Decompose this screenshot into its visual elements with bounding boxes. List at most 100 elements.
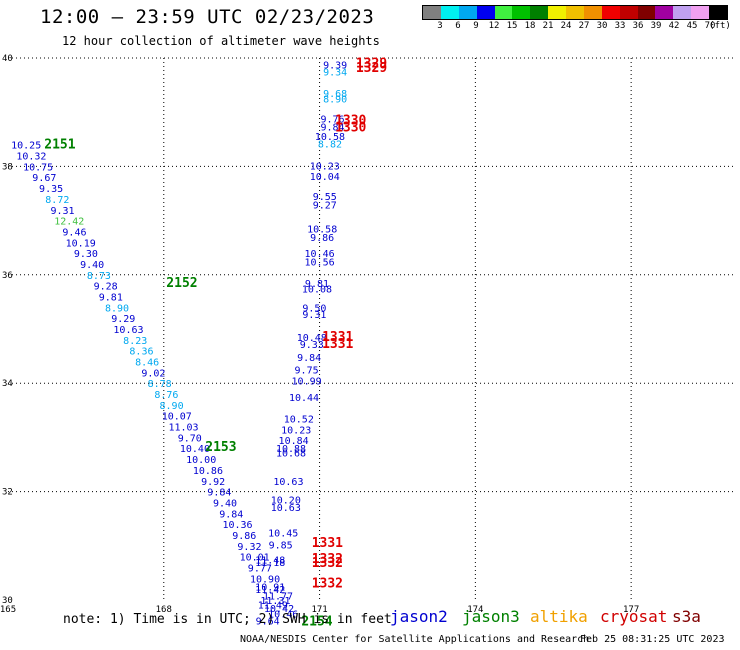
wave-height-label: 10.19 bbox=[66, 238, 96, 249]
wave-height-label: 10.44 bbox=[289, 393, 319, 404]
orbit-label: 1330 bbox=[335, 113, 366, 128]
x-tick-label: 168 bbox=[156, 605, 172, 615]
wave-height-label: 9.84 bbox=[219, 509, 243, 520]
color-scale-label: 12 bbox=[488, 21, 500, 31]
wave-height-label: 9.64 bbox=[256, 617, 280, 628]
wave-height-label: 10.63 bbox=[113, 325, 143, 336]
wave-height-label: 9.86 bbox=[310, 233, 334, 244]
y-tick-label: 32 bbox=[2, 488, 13, 498]
wave-height-label: 9.40 bbox=[80, 260, 104, 271]
chart-subtitle: 12 hour collection of altimeter wave hei… bbox=[62, 34, 380, 48]
wave-height-label: 10.07 bbox=[162, 412, 192, 423]
satellite-legend-s3a: s3a bbox=[672, 607, 701, 626]
generated-timestamp: Feb 25 08:31:25 UTC 2023 bbox=[580, 634, 725, 645]
wave-height-label: 8.90 bbox=[323, 95, 347, 106]
wave-height-label: 10.36 bbox=[222, 520, 252, 531]
wave-height-label: 11.18 bbox=[255, 558, 285, 569]
color-swatch bbox=[566, 6, 584, 19]
y-tick-label: 30 bbox=[2, 596, 13, 606]
orbit-label: 2153 bbox=[205, 440, 236, 455]
wave-height-label: 10.99 bbox=[292, 376, 322, 387]
wave-height-label: 9.30 bbox=[74, 249, 98, 260]
y-tick-label: 34 bbox=[2, 379, 13, 389]
wave-height-label: 10.42 bbox=[264, 604, 294, 615]
wave-height-label: 10.00 bbox=[186, 455, 216, 466]
satellite-legend-jason2: jason2 bbox=[390, 607, 448, 626]
wave-height-label: 10.20 bbox=[271, 496, 301, 507]
y-tick-label: 36 bbox=[2, 271, 13, 281]
wave-height-label: 9.39 bbox=[323, 61, 347, 72]
color-scale-label: 3 bbox=[437, 21, 443, 31]
color-swatch bbox=[709, 6, 727, 19]
wave-height-label: 9.77 bbox=[248, 563, 272, 574]
wave-height-label: 9.85 bbox=[269, 541, 293, 552]
orbit-label: 1332 bbox=[312, 577, 343, 592]
color-scale-bar bbox=[422, 5, 728, 20]
wave-height-label: 8.23 bbox=[123, 336, 147, 347]
orbit-label: 1331 bbox=[322, 337, 353, 352]
wave-height-label: 8.78 bbox=[148, 379, 172, 390]
wave-height-label: 8.73 bbox=[87, 271, 111, 282]
color-scale-label: 36 bbox=[632, 21, 644, 31]
wave-height-label: 9.55 bbox=[313, 192, 337, 203]
wave-height-label: 9.84 bbox=[207, 488, 231, 499]
x-tick-label: 174 bbox=[467, 605, 483, 615]
color-scale-label: 70 bbox=[704, 21, 716, 31]
wave-height-label: 11.77 bbox=[263, 592, 293, 603]
orbit-label: 1331 bbox=[322, 330, 353, 345]
color-swatch bbox=[601, 6, 620, 19]
wave-height-label: 9.67 bbox=[32, 173, 56, 184]
wave-height-label: 10.91 bbox=[255, 582, 285, 593]
color-swatch bbox=[548, 6, 566, 19]
wave-height-label: 9.68 bbox=[323, 89, 347, 100]
wave-height-label: 9.02 bbox=[141, 368, 165, 379]
color-scale-label: 9 bbox=[473, 21, 479, 31]
color-swatch bbox=[476, 6, 495, 19]
wave-height-label: 11.49 bbox=[258, 600, 288, 611]
wave-height-label: 10.32 bbox=[16, 152, 46, 163]
wave-height-label: 9.86 bbox=[232, 531, 256, 542]
wave-height-label: 10.84 bbox=[279, 436, 309, 447]
color-scale-label: 45 bbox=[686, 21, 698, 31]
satellite-legend-cryosat: cryosat bbox=[600, 607, 668, 626]
y-tick-label: 38 bbox=[2, 162, 13, 172]
wave-height-label: 8.76 bbox=[154, 390, 178, 401]
wave-height-label: 9.28 bbox=[94, 282, 118, 293]
color-scale-label: 30 bbox=[596, 21, 608, 31]
wave-height-label: 8.46 bbox=[135, 358, 159, 369]
color-swatch bbox=[583, 6, 602, 19]
wave-height-label: 9.27 bbox=[313, 200, 337, 211]
wave-height-label: 10.88 bbox=[276, 444, 306, 455]
orbit-label: 1329 bbox=[356, 56, 387, 71]
wave-height-label: 9.75 bbox=[295, 366, 319, 377]
wave-height-label: 10.40 bbox=[180, 444, 210, 455]
wave-height-label: 9.46 bbox=[62, 227, 86, 238]
wave-height-label: 10.04 bbox=[310, 172, 340, 183]
color-scale-label: 6 bbox=[455, 21, 461, 31]
wave-height-label: 9.84 bbox=[321, 122, 345, 133]
wave-height-label: 10.86 bbox=[193, 466, 223, 477]
color-scale-label: 24 bbox=[560, 21, 572, 31]
wave-height-label: 9.31 bbox=[302, 310, 326, 321]
color-swatch bbox=[440, 6, 459, 19]
wave-height-label: 9.76 bbox=[321, 115, 345, 126]
wave-height-label: 9.92 bbox=[201, 477, 225, 488]
x-tick-label: 165 bbox=[0, 605, 16, 615]
wave-height-label: 10.23 bbox=[310, 161, 340, 172]
wave-height-label: 9.84 bbox=[297, 353, 321, 364]
wave-height-label: 8.82 bbox=[318, 140, 342, 151]
color-scale-label: 21 bbox=[542, 21, 554, 31]
orbit-label: 2152 bbox=[166, 276, 197, 291]
wave-height-label: 9.40 bbox=[213, 498, 237, 509]
wave-height-label: 11.42 bbox=[255, 585, 285, 596]
color-scale-label: 27 bbox=[578, 21, 590, 31]
orbit-label: 2154 bbox=[301, 615, 332, 630]
color-scale-label: 42 bbox=[668, 21, 680, 31]
wave-height-label: 10.58 bbox=[315, 132, 345, 143]
wave-height-label: 10.01 bbox=[240, 553, 270, 564]
orbit-label: 1330 bbox=[335, 120, 366, 135]
color-swatch bbox=[530, 6, 549, 19]
color-swatch bbox=[494, 6, 513, 19]
wave-height-label: 10.08 bbox=[302, 284, 332, 295]
